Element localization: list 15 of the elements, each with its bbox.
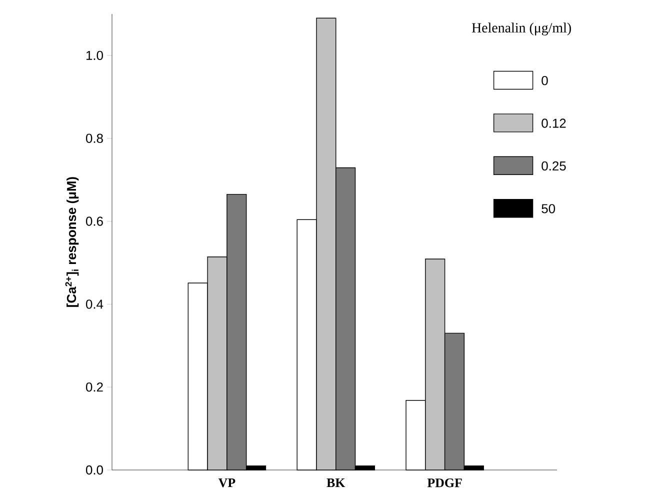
x-tick-label: PDGF: [427, 478, 462, 488]
y-tick-label: 0.4: [86, 300, 104, 309]
y-axis-title: [Ca$^{2+}$]$_{i}$ response (μM): [65, 177, 79, 307]
legend-label: 0.25: [542, 161, 566, 171]
x-tick-label: VP: [218, 478, 236, 488]
legend-label: 50: [542, 204, 556, 214]
y-tick-label: 0.6: [86, 216, 103, 226]
legend-label: 0.12: [542, 118, 566, 128]
legend-label: 0: [542, 76, 548, 86]
y-tick-label: 1.0: [86, 50, 103, 60]
legend-title: Helenalin (μg/ml): [472, 22, 571, 36]
y-tick-label: 0.0: [86, 465, 103, 475]
x-tick-label: BK: [326, 478, 346, 488]
y-tick-label: 0.2: [86, 382, 103, 392]
y-tick-label: 0.8: [86, 134, 103, 143]
